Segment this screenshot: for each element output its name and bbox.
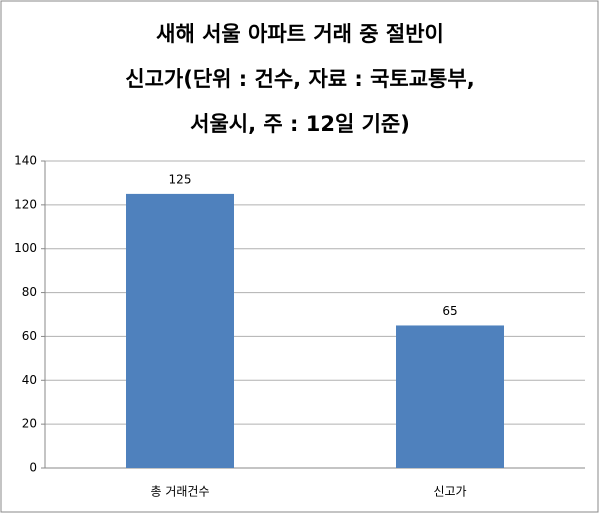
data-label: 125 (169, 172, 192, 186)
chart-title: 새해 서울 아파트 거래 중 절반이 (156, 22, 444, 46)
chart-title: 서울시, 주 : 12일 기준) (190, 112, 410, 136)
y-tick-label: 0 (29, 461, 37, 475)
bar (126, 193, 234, 468)
chart-title: 신고가(단위 : 건수, 자료 : 국토교통부, (125, 67, 474, 91)
y-tick-label: 100 (14, 241, 37, 255)
y-tick-label: 60 (22, 329, 37, 343)
y-tick-label: 140 (14, 154, 37, 168)
y-tick-label: 120 (14, 197, 37, 211)
y-tick-label: 40 (22, 373, 37, 387)
data-label: 65 (442, 304, 457, 318)
y-tick-label: 20 (22, 417, 37, 431)
x-tick-label: 총 거래건수 (150, 485, 209, 499)
bar (396, 325, 504, 468)
y-tick-label: 80 (22, 285, 37, 299)
x-tick-label: 신고가 (433, 485, 466, 499)
